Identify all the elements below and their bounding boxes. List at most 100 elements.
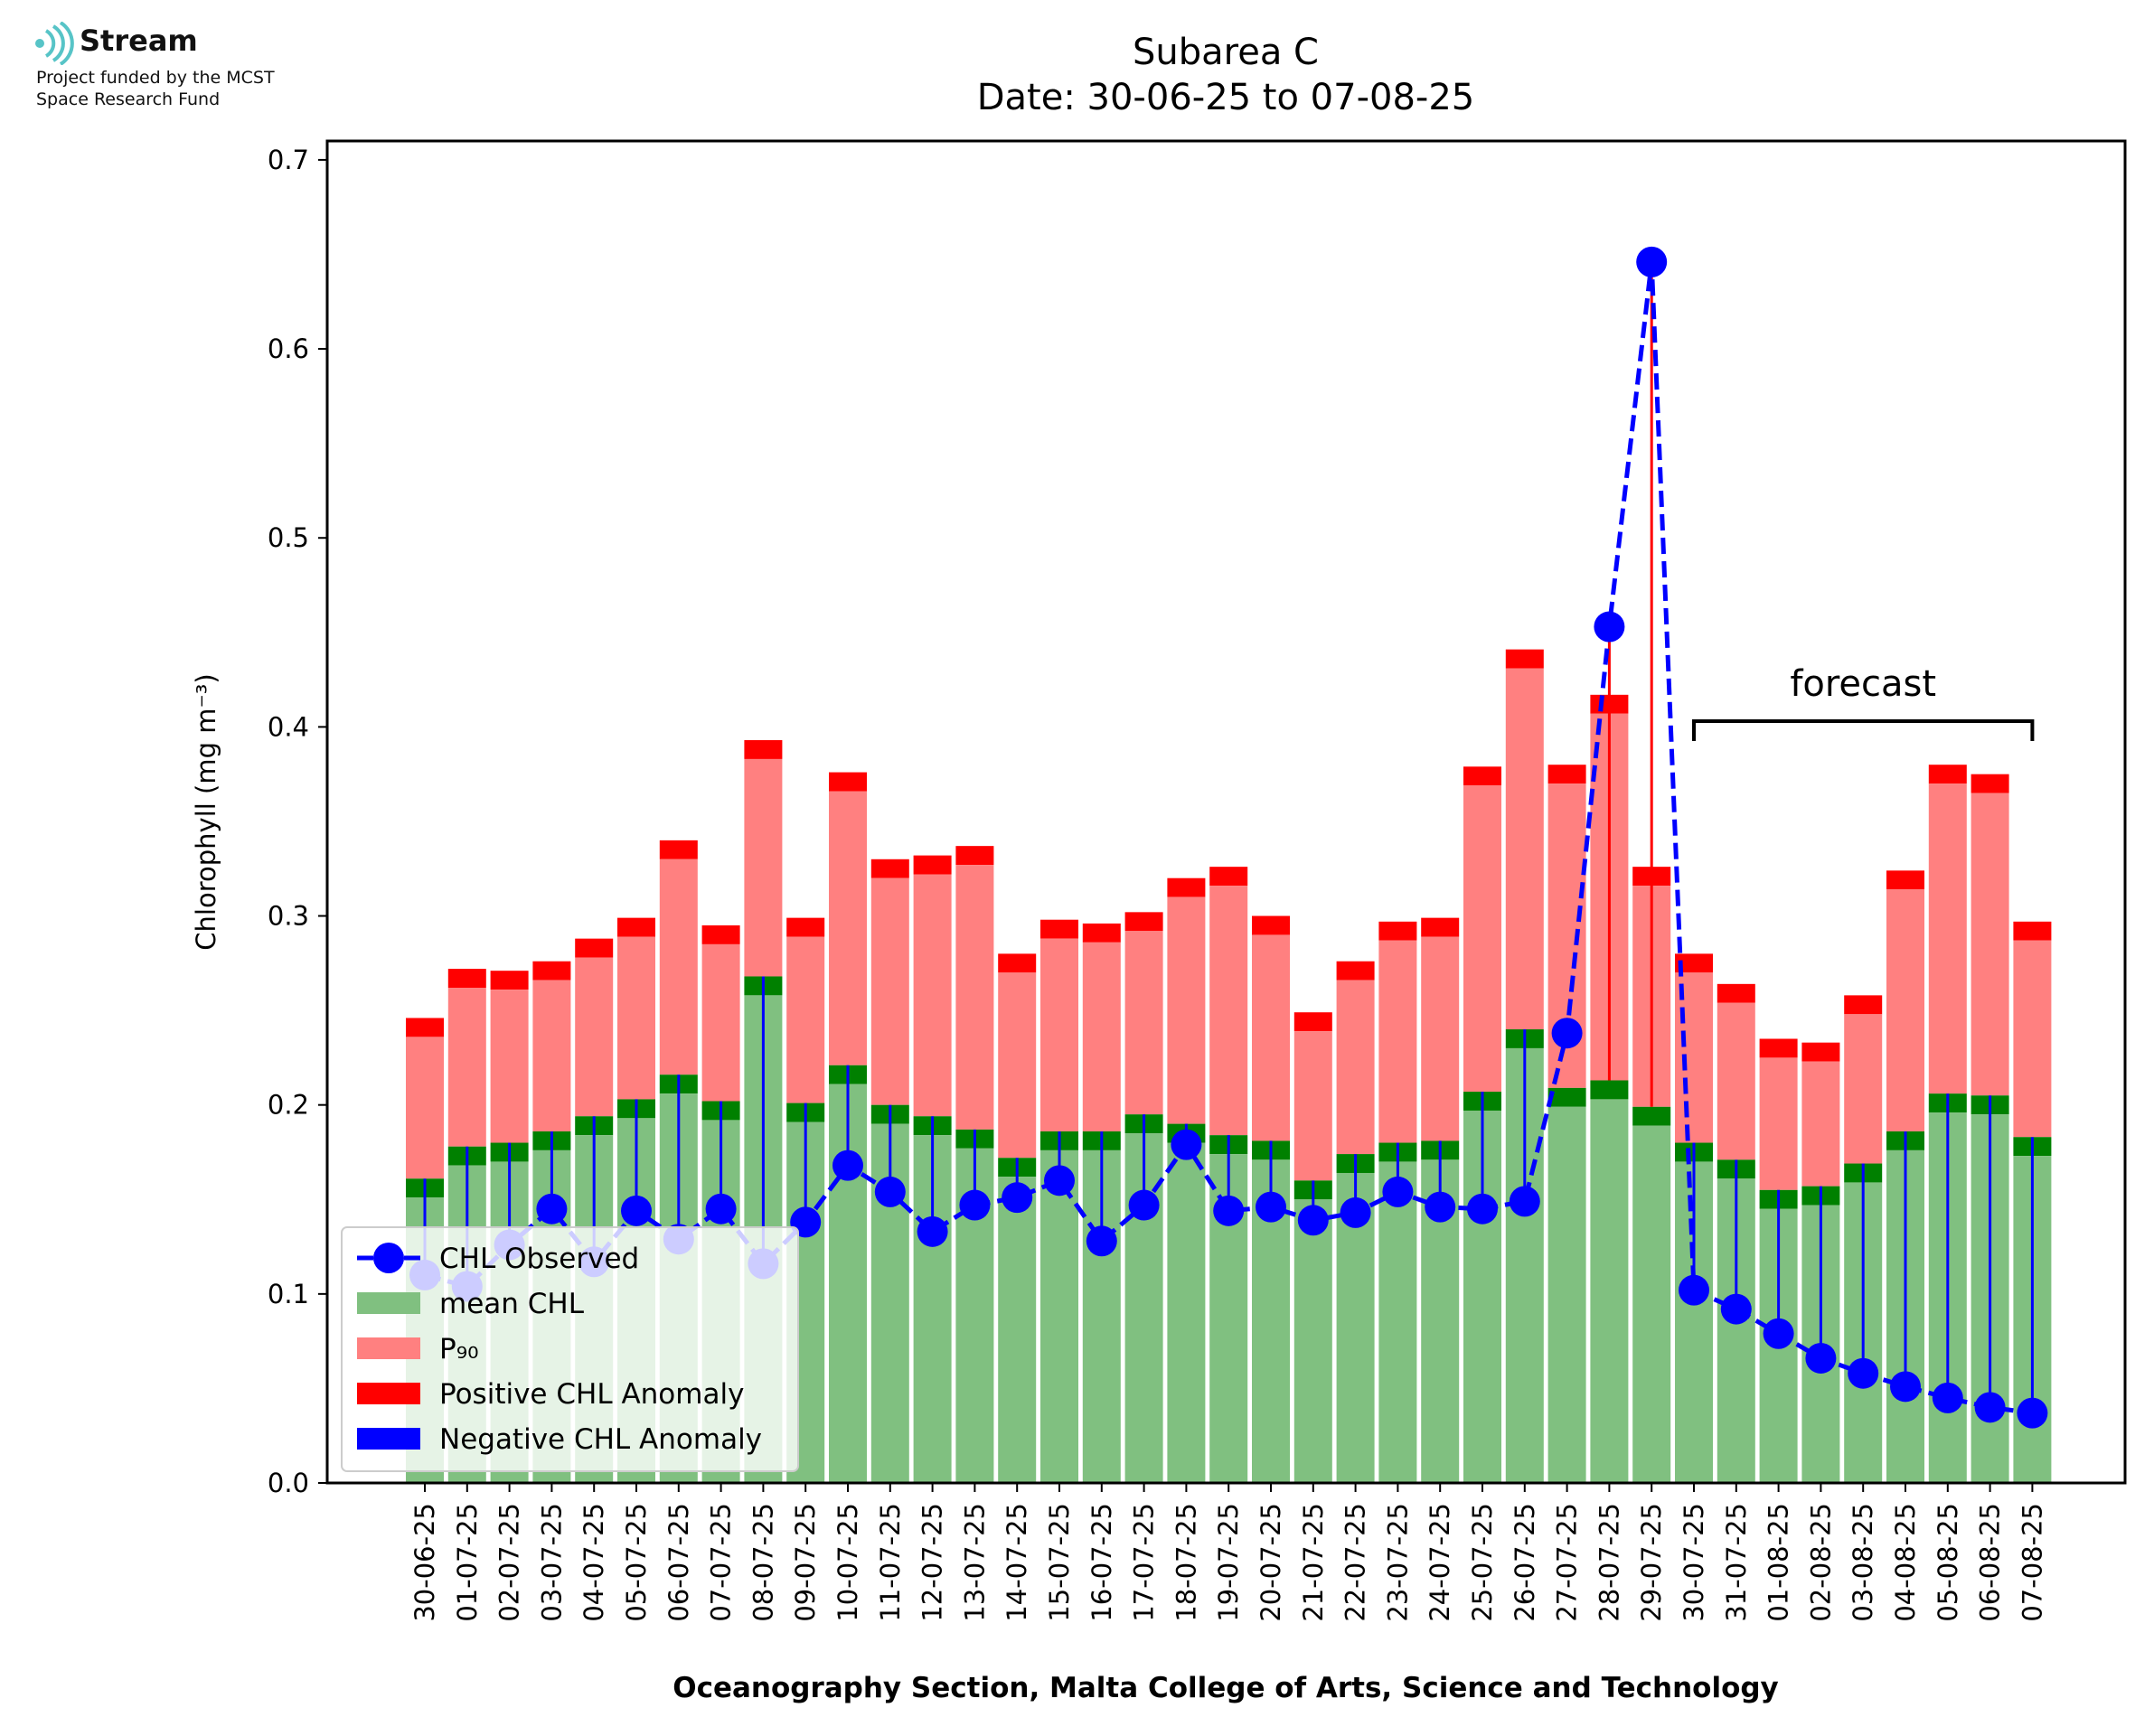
x-tick-label: 11-07-25 — [875, 1503, 906, 1622]
p90-cap-bar — [490, 971, 529, 990]
logo-subtitle: Project funded by the MCST Space Researc… — [36, 67, 275, 110]
p90-cap-bar — [1759, 1038, 1798, 1058]
observed-point — [1171, 1129, 1202, 1160]
y-tick-label: 0.5 — [268, 522, 309, 553]
p90-bar — [955, 865, 994, 1130]
p90-bar — [1252, 934, 1290, 1141]
x-tick-label: 20-07-25 — [1256, 1503, 1286, 1622]
p90-cap-bar — [1971, 774, 2009, 793]
p90-bar — [1844, 1014, 1883, 1164]
p90-cap-bar — [998, 953, 1037, 973]
p90-bar — [913, 874, 952, 1117]
x-tick-label: 14-07-25 — [1002, 1503, 1032, 1622]
legend-observed-marker — [373, 1243, 404, 1273]
p90-cap-bar — [1293, 1012, 1332, 1032]
observed-point — [1425, 1191, 1456, 1223]
mean-bar — [1040, 1150, 1078, 1483]
observed-point — [1086, 1225, 1117, 1257]
p90-bar — [406, 1037, 444, 1179]
x-tick-label: 02-07-25 — [494, 1503, 525, 1622]
y-tick-label: 0.4 — [268, 711, 309, 742]
p90-cap-bar — [870, 859, 909, 878]
p90-cap-bar — [1167, 877, 1206, 897]
p90-cap-bar — [913, 855, 952, 875]
p90-bar — [1505, 668, 1544, 1030]
p90-bar — [701, 943, 740, 1102]
p90-bar — [1421, 936, 1460, 1141]
legend-positive-swatch — [357, 1383, 420, 1404]
observed-point — [1763, 1318, 1794, 1349]
p90-bar — [1336, 980, 1375, 1155]
x-tick-label: 06-08-25 — [1975, 1503, 2006, 1622]
x-tick-label: 22-07-25 — [1340, 1503, 1371, 1622]
x-tick-label: 28-07-25 — [1594, 1503, 1624, 1622]
observed-point — [1636, 246, 1668, 277]
x-tick-label: 25-07-25 — [1467, 1503, 1498, 1622]
p90-cap-bar — [1505, 649, 1544, 669]
p90-cap-bar — [744, 740, 783, 759]
forecast-bracket: forecast — [1692, 663, 2035, 741]
p90-cap-bar — [2013, 921, 2052, 941]
legend-entry-label: CHL Observed — [439, 1243, 639, 1275]
x-tick-label: 30-07-25 — [1679, 1503, 1709, 1622]
p90-cap-bar — [955, 846, 994, 866]
observed-point — [1509, 1186, 1540, 1217]
p90-bar — [1759, 1057, 1798, 1190]
x-axis-label: Oceanography Section, Malta College of A… — [673, 1672, 1779, 1704]
observed-point — [1044, 1165, 1075, 1196]
plot-frame — [325, 139, 2127, 1485]
p90-cap-bar — [1336, 961, 1375, 981]
x-tick-label: 07-07-25 — [706, 1503, 737, 1622]
observed-point — [959, 1189, 991, 1221]
forecast-bracket-line — [1692, 719, 2035, 741]
x-tick-label: 05-08-25 — [1933, 1503, 1963, 1622]
x-tick-label: 09-07-25 — [790, 1503, 821, 1622]
p90-bar — [1082, 942, 1121, 1131]
p90-bar — [490, 990, 529, 1143]
p90-bar — [1293, 1031, 1332, 1181]
x-tick-label: 17-07-25 — [1129, 1503, 1160, 1622]
p90-bar — [1801, 1061, 1840, 1187]
p90-bar — [870, 877, 909, 1105]
mean-cap-bar — [1547, 1087, 1586, 1107]
axes: 0.0 0.1 0.2 0.3 0.4 0.5 0.6 0.7 30-06-25 01-07-25… — [268, 139, 2127, 1622]
observed-point — [1932, 1382, 1963, 1413]
legend-p90-swatch — [357, 1337, 420, 1359]
observed-point — [621, 1195, 652, 1226]
p90-cap-bar — [1463, 766, 1501, 786]
x-tick-label: 21-07-25 — [1298, 1503, 1329, 1622]
p90-cap-bar — [1378, 921, 1417, 941]
p90-bar — [1209, 886, 1248, 1136]
x-tick-label: 06-07-25 — [663, 1503, 694, 1622]
observed-point — [1382, 1176, 1414, 1207]
observed-point — [1297, 1205, 1329, 1236]
x-tick-label: 08-07-25 — [748, 1503, 778, 1622]
p90-bar — [1463, 785, 1501, 1093]
x-tick-label: 15-07-25 — [1044, 1503, 1075, 1622]
mean-bar — [1590, 1099, 1629, 1483]
x-tick-label: 18-07-25 — [1171, 1503, 1201, 1622]
p90-cap-bar — [1040, 919, 1078, 939]
forecast-label: forecast — [1790, 663, 1936, 705]
legend: CHL Observed mean CHL P₉₀ Positive CHL Anom… — [341, 1226, 799, 1472]
p90-cap-bar — [1675, 953, 1713, 973]
x-tick-label: 01-07-25 — [452, 1503, 483, 1622]
p90-bar — [575, 957, 614, 1117]
mean-cap-bar — [1632, 1106, 1671, 1126]
mean-bar — [1378, 1161, 1417, 1483]
observed-point — [1467, 1193, 1498, 1225]
x-tick-label: 31-07-25 — [1721, 1503, 1752, 1622]
p90-cap-bar — [1421, 917, 1460, 937]
observed-point — [1720, 1293, 1752, 1325]
mean-bar — [1547, 1106, 1586, 1483]
p90-cap-bar — [1082, 923, 1121, 943]
p90-cap-bar — [1717, 983, 1755, 1003]
stream-logo: Stream Project funded by the MCST Space … — [34, 21, 275, 109]
mean-bar — [1293, 1199, 1332, 1483]
p90-bar — [1040, 938, 1078, 1131]
p90-bar — [659, 859, 698, 1075]
legend-entry-label: Positive CHL Anomaly — [439, 1378, 744, 1411]
p90-bar — [744, 758, 783, 977]
p90-cap-bar — [1209, 867, 1248, 887]
x-tick-label: 30-06-25 — [409, 1503, 440, 1622]
